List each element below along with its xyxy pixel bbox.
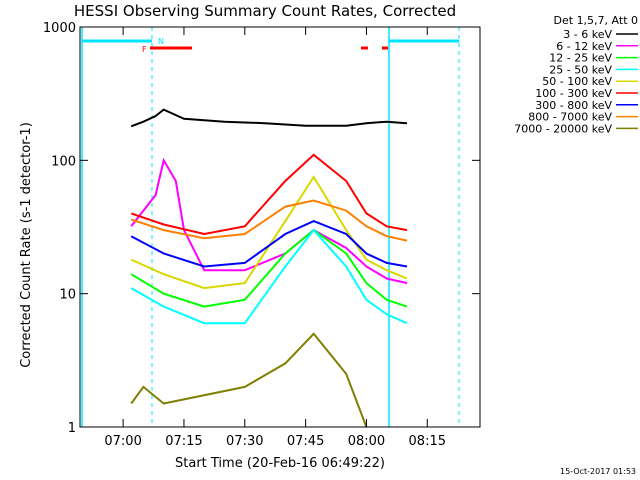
legend-entry-label-4: 50 - 100 keV: [542, 75, 612, 88]
footer-timestamp: 15-Oct-2017 01:53: [560, 467, 636, 476]
legend-entry-label-6: 300 - 800 keV: [535, 99, 612, 112]
legend-entry-label-8: 7000 - 20000 keV: [514, 122, 612, 135]
series-line-1: [130, 157, 408, 285]
y-axis-label: Corrected Count Rate (s-1 detector-1): [19, 122, 34, 368]
night-flag-label: N: [158, 37, 164, 46]
x-axis-label: Start Time (20-Feb-16 06:49:22): [175, 456, 385, 471]
legend-entry-label-5: 100 - 300 keV: [535, 87, 612, 100]
x-tick-label-4: 08:00: [348, 434, 385, 449]
series-line-7: [130, 199, 408, 242]
x-tick-label-0: 07:00: [104, 434, 141, 449]
plot-frame: [79, 26, 481, 428]
series-line-0: [130, 108, 408, 128]
legend-entry-label-1: 6 - 12 keV: [556, 40, 612, 53]
legend-entry-label-7: 800 - 7000 keV: [528, 111, 612, 124]
flag-layer: FN: [81, 27, 460, 427]
x-tick-label-5: 08:15: [409, 434, 446, 449]
axis-layer: 07:00 07:15 07:30 07:45 08:00 08:15 1 10 100 1000: [43, 21, 480, 449]
y-tick-label-3: 1000: [43, 21, 76, 36]
y-tick-label-1: 10: [59, 288, 76, 303]
chart-title: HESSI Observing Summary Count Rates, Cor…: [74, 2, 456, 20]
legend-entry-label-0: 3 - 6 keV: [563, 28, 612, 41]
legend-entry-label-3: 25 - 50 keV: [549, 63, 612, 76]
series-line-4: [130, 175, 408, 290]
y-tick-label-2: 100: [51, 154, 76, 169]
series-layer: [130, 108, 408, 428]
series-line-5: [130, 153, 408, 236]
series-line-3: [130, 228, 408, 325]
series-line-2: [130, 228, 408, 308]
x-tick-label-2: 07:30: [226, 434, 263, 449]
series-line-6: [130, 220, 408, 268]
series-line-8: [130, 332, 368, 428]
flare-flag-label: F: [142, 45, 147, 54]
y-tick-label-0: 1: [68, 421, 76, 436]
x-tick-label-1: 07:15: [165, 434, 202, 449]
x-tick-label-3: 07:45: [287, 434, 324, 449]
legend-entry-label-2: 12 - 25 keV: [549, 52, 612, 65]
legend-title: Det 1,5,7, Att 0: [554, 14, 638, 27]
